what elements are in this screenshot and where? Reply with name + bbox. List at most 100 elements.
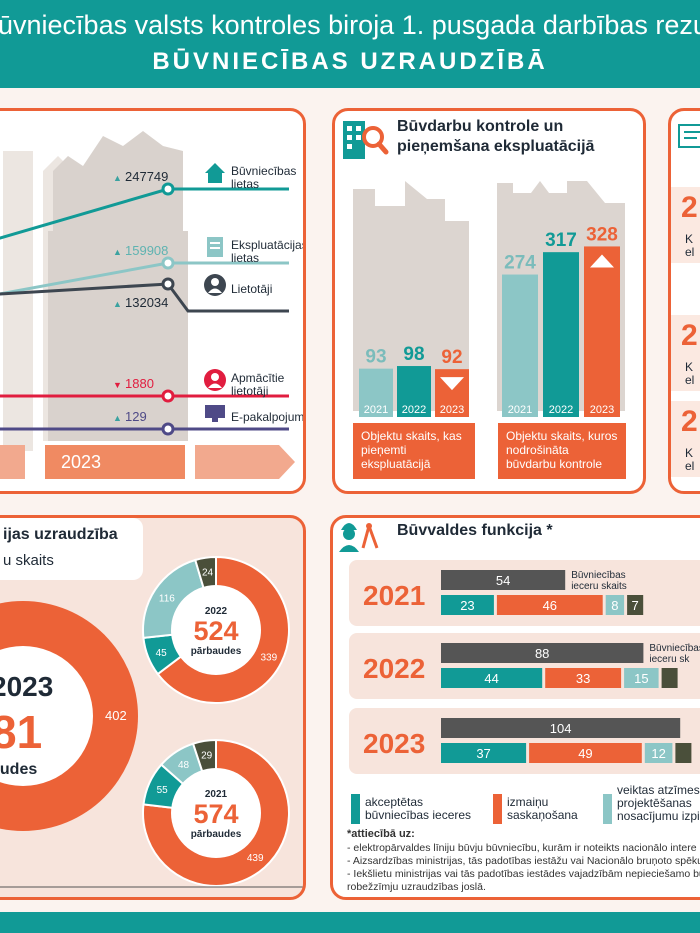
inspection-title: ijas uzraudzība u skaits bbox=[0, 518, 143, 580]
series-name-1-b: lietas bbox=[231, 251, 259, 265]
legend-accepted: akceptētas būvniecības ieceres bbox=[365, 795, 472, 822]
control-caption: Objektu skaits, kuros nodrošināta būvdar… bbox=[498, 423, 626, 479]
func-top-note-2022-a: Būvniecības bbox=[649, 643, 700, 654]
engineer-icon bbox=[339, 523, 379, 552]
func-seg-value-2021-1: 46 bbox=[543, 598, 557, 613]
func-top-value-2022: 88 bbox=[535, 646, 549, 661]
control-value-0-1: 98 bbox=[403, 344, 424, 365]
func-seg-2023-2 bbox=[644, 743, 673, 763]
func-top-value-2023: 104 bbox=[550, 721, 572, 736]
func-seg-value-2023-0: 37 bbox=[476, 746, 490, 761]
control-cat-0-0: 2021 bbox=[364, 404, 388, 416]
series-value-0: 247749 bbox=[125, 169, 168, 184]
right-box-2: 2 K el bbox=[671, 315, 700, 391]
note-line-3: - Iekšlietu ministrijas vai tās padotība… bbox=[347, 868, 700, 880]
control-bar-0-2 bbox=[435, 369, 469, 417]
control-trend-1 bbox=[590, 254, 614, 268]
donut-2022-label-3: 24 bbox=[202, 568, 214, 579]
computer-icon bbox=[205, 405, 225, 422]
year-label: 2023 bbox=[61, 452, 102, 472]
control-bar-0-1 bbox=[397, 366, 431, 417]
right-digit-2: 2 bbox=[681, 319, 698, 352]
func-year-2021: 2021 bbox=[363, 580, 425, 611]
control-value-1-1: 317 bbox=[545, 230, 577, 251]
func-seg-2021-2 bbox=[605, 595, 625, 615]
functions-panel: Būvvaldes funkcija * 2021 54 Būvniecības ie… bbox=[330, 515, 700, 900]
donut-2021-label-3: 29 bbox=[201, 751, 213, 762]
func-seg-value-2021-3: 7 bbox=[632, 598, 639, 613]
donut-2021-label-2: 48 bbox=[178, 760, 190, 771]
control-value-1-2: 328 bbox=[586, 224, 618, 245]
note-line-4: robežzīmju uzraudzības joslā. bbox=[347, 881, 486, 893]
right-box-3: 2 K el bbox=[671, 401, 700, 477]
donut-2023-total: 81 bbox=[0, 706, 42, 758]
control-cat-1-2: 2023 bbox=[590, 404, 614, 416]
donut-2021-total: 574 bbox=[193, 799, 238, 829]
func-seg-value-2023-1: 49 bbox=[578, 746, 592, 761]
note-title: *attiecībā uz: bbox=[347, 828, 415, 840]
year-band-left bbox=[0, 445, 25, 479]
series-name-4: E-pakalpojumi bbox=[231, 410, 306, 424]
control-bar-1-2 bbox=[584, 246, 620, 417]
right-label-3b: el bbox=[685, 459, 695, 473]
func-top-bar-2023 bbox=[441, 718, 681, 738]
control-bar-charts: 2021 93 2022 98 2023 92 2021 274 2022 317 2023 328 bbox=[353, 181, 625, 417]
control-bar-1-1 bbox=[543, 252, 579, 417]
func-seg-value-2022-0: 44 bbox=[484, 671, 498, 686]
house-icon bbox=[205, 163, 225, 183]
control-value-0-0: 93 bbox=[365, 347, 386, 368]
func-seg-2023-1 bbox=[529, 743, 642, 763]
page-title: Būvniecības valsts kontroles biroja 1. p… bbox=[0, 10, 700, 40]
control-value-0-2: 92 bbox=[441, 347, 462, 368]
user-warning-icon bbox=[204, 369, 226, 391]
func-seg-2022-1 bbox=[545, 668, 622, 688]
control-panel: Būvdarbu kontrole un pieņemšana ekspluat… bbox=[332, 108, 646, 494]
func-seg-2022-0 bbox=[441, 668, 543, 688]
series-value-3: 1880 bbox=[125, 376, 154, 391]
right-box-1: 2 K el bbox=[671, 187, 700, 263]
donut-2023-label-0: 402 bbox=[105, 708, 127, 723]
inspection-title-line1: ijas uzraudzība bbox=[3, 526, 118, 543]
series-value-1: 159908 bbox=[125, 243, 168, 258]
func-top-value-2021: 54 bbox=[496, 573, 510, 588]
donut-2021-label-1: 55 bbox=[157, 785, 169, 796]
series-value-4: 129 bbox=[125, 409, 147, 424]
series-trend-1: ▲ bbox=[113, 247, 122, 257]
donut-2023-hole bbox=[0, 646, 93, 786]
series-line-0 bbox=[0, 187, 289, 240]
legend-swatch-marks bbox=[603, 794, 612, 824]
series-name-2: Lietotāji bbox=[231, 282, 272, 296]
func-seg-value-2021-2: 8 bbox=[611, 598, 618, 613]
func-seg-2021-1 bbox=[496, 595, 603, 615]
year-band-2023 bbox=[45, 445, 185, 479]
func-seg-2023-3 bbox=[675, 743, 692, 763]
func-top-bar-2021 bbox=[441, 570, 566, 590]
func-year-2022: 2022 bbox=[363, 653, 425, 684]
donut-2022-label-1: 45 bbox=[156, 648, 168, 659]
donut-2021-hole bbox=[171, 768, 261, 858]
note-line-1: - elektropārvaldes līniju būvju būvniecī… bbox=[347, 842, 697, 854]
donut-2022-hole bbox=[171, 585, 261, 675]
series-trend-0: ▲ bbox=[113, 173, 122, 183]
control-trend-0 bbox=[440, 377, 464, 391]
control-bar-0-0 bbox=[359, 368, 393, 417]
bis-panel: ▲ 247749 Būvniecības lietas ▲ 159908 Ekspluatā… bbox=[0, 108, 306, 494]
user-icon bbox=[204, 274, 226, 296]
note-line-2: - Aizsardzības ministrijas, tās padotība… bbox=[347, 855, 700, 867]
header-banner: Būvniecības valsts kontroles biroja 1. p… bbox=[0, 0, 700, 88]
series-name-0-b: lietas bbox=[231, 177, 259, 191]
series-trend-2: ▲ bbox=[113, 299, 122, 309]
right-label-2b: el bbox=[685, 373, 695, 387]
donut-2022-unit: pārbaudes bbox=[191, 646, 242, 657]
control-cat-0-1: 2022 bbox=[402, 404, 426, 416]
legend-changes: izmaiņu saskaņošana bbox=[507, 795, 578, 822]
control-cat-1-1: 2022 bbox=[549, 404, 573, 416]
inspection-panel: ijas uzraudzība u skaits 2023 81 audes 402 3… bbox=[0, 515, 306, 900]
legend-swatch-changes bbox=[493, 794, 502, 824]
series-name-3-a: Apmācītie bbox=[231, 371, 285, 385]
control-cat-1-0: 2021 bbox=[508, 404, 532, 416]
certificate-icon bbox=[678, 124, 700, 148]
inspection-title-line2: u skaits bbox=[3, 552, 54, 569]
func-seg-2023-0 bbox=[441, 743, 527, 763]
